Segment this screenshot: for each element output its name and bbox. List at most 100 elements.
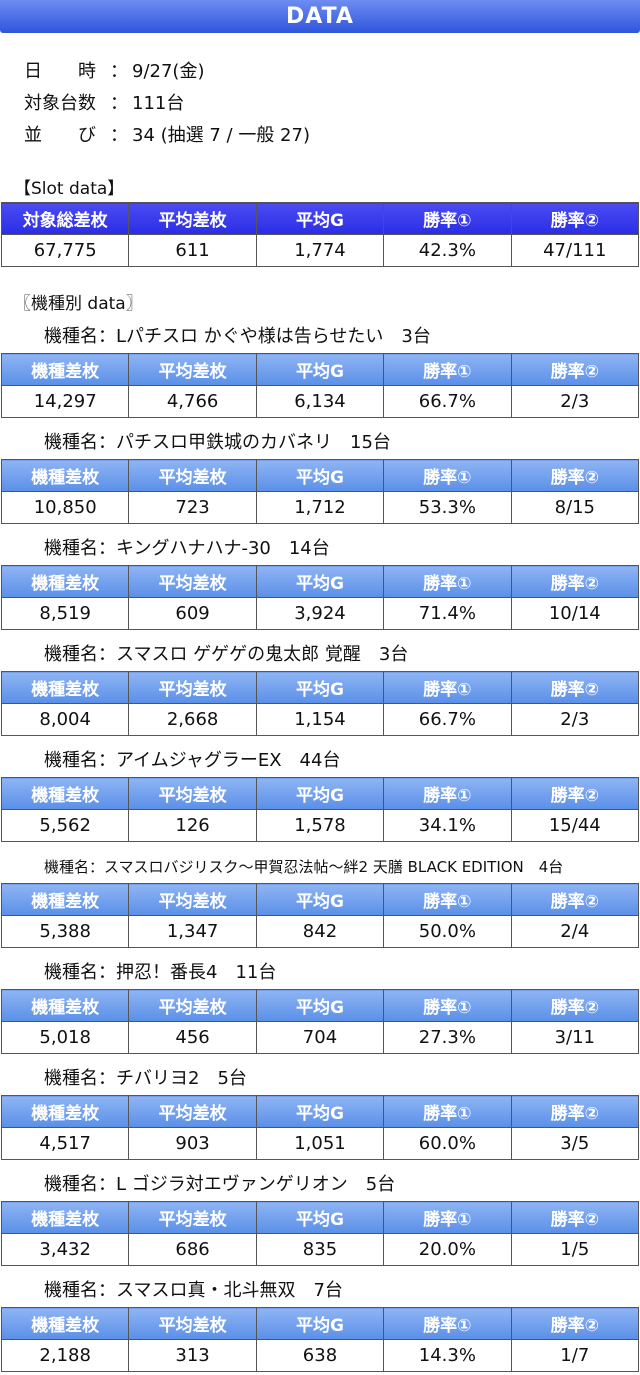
value-cell: 835 — [255, 1233, 385, 1266]
value-cell: 2,188 — [0, 1339, 130, 1372]
header-cell: 機種差枚 — [0, 565, 130, 598]
model-name: 機種名：パチスロ甲鉄城のカバネリ 15台 — [44, 432, 391, 453]
count-colon: ： — [110, 93, 128, 114]
date-colon: ： — [110, 61, 128, 82]
header-cell: 機種差枚 — [0, 1201, 130, 1234]
model-name: 機種名：アイムジャグラーEX 44台 — [44, 750, 341, 771]
value-cell: 2/4 — [510, 915, 640, 948]
value-cell: 1,774 — [255, 234, 385, 267]
header-cell: 平均G — [255, 1307, 385, 1340]
value-cell: 4,517 — [0, 1127, 130, 1160]
count-row: 対象台数 ： 111台 — [24, 89, 184, 115]
header-cell: 勝率① — [383, 565, 512, 598]
header-cell: 勝率① — [383, 989, 512, 1022]
header-cell: 平均G — [255, 202, 385, 235]
header-cell: 勝率② — [510, 1201, 640, 1234]
model-data-table: 機種差枚 平均差枚 平均G 勝率① 勝率② 8,519 609 3,924 71.4% 10/14 — [0, 565, 640, 630]
value-cell: 1,712 — [255, 491, 385, 524]
header-cell: 勝率② — [510, 883, 640, 916]
model-data-table: 機種差枚 平均差枚 平均G 勝率① 勝率② 5,562 126 1,578 34.1% 15/44 — [0, 777, 640, 842]
model-header-row: 機種差枚 平均差枚 平均G 勝率① 勝率② — [0, 671, 640, 704]
count-value: 111台 — [132, 93, 185, 114]
model-section-title: 〖機種別 data〗 — [14, 294, 143, 314]
slot-value-row: 67,775 611 1,774 42.3% 47/111 — [0, 234, 640, 267]
line-colon: ： — [110, 125, 128, 146]
header-cell: 勝率② — [510, 989, 640, 1022]
header-cell: 勝率② — [510, 777, 640, 810]
value-cell: 5,562 — [0, 809, 130, 842]
line-row: 並 び ： 34 (抽選 7 / 一般 27) — [24, 121, 310, 147]
header-cell: 平均G — [255, 777, 385, 810]
value-cell: 1,051 — [255, 1127, 385, 1160]
slot-section-title: 【Slot data】 — [14, 179, 125, 199]
value-cell: 42.3% — [383, 234, 512, 267]
header-cell: 勝率② — [510, 1095, 640, 1128]
value-cell: 1,347 — [128, 915, 257, 948]
model-header-row: 機種差枚 平均差枚 平均G 勝率① 勝率② — [0, 1307, 640, 1340]
header-cell: 勝率① — [383, 777, 512, 810]
value-cell: 638 — [255, 1339, 385, 1372]
model-data-table: 機種差枚 平均差枚 平均G 勝率① 勝率② 5,388 1,347 842 50.0% 2/4 — [0, 883, 640, 948]
header-cell: 機種差枚 — [0, 459, 130, 492]
count-label: 対象台数 — [24, 93, 96, 114]
value-cell: 67,775 — [0, 234, 130, 267]
page-banner: DATA — [0, 0, 640, 33]
value-cell: 126 — [128, 809, 257, 842]
model-name: 機種名：チバリヨ2 5台 — [44, 1068, 247, 1089]
model-data-table: 機種差枚 平均差枚 平均G 勝率① 勝率② 5,018 456 704 27.3% 3/11 — [0, 989, 640, 1054]
model-value-row: 10,850 723 1,712 53.3% 8/15 — [0, 491, 640, 524]
model-name: 機種名：L ゴジラ対エヴァンゲリオン 5台 — [44, 1174, 396, 1195]
model-name: 機種名：スマスロ真・北斗無双 7台 — [44, 1280, 343, 1301]
model-data-table: 機種差枚 平均差枚 平均G 勝率① 勝率② 10,850 723 1,712 53.3% 8/15 — [0, 459, 640, 524]
model-name: 機種名：スマスロバジリスク～甲賀忍法帖～絆2 天膳 BLACK EDITION … — [44, 858, 564, 876]
model-header-row: 機種差枚 平均差枚 平均G 勝率① 勝率② — [0, 353, 640, 386]
header-cell: 平均差枚 — [128, 989, 257, 1022]
value-cell: 1/5 — [510, 1233, 640, 1266]
header-cell: 平均差枚 — [128, 565, 257, 598]
header-cell: 勝率① — [383, 1095, 512, 1128]
model-header-row: 機種差枚 平均差枚 平均G 勝率① 勝率② — [0, 989, 640, 1022]
header-cell: 勝率① — [383, 459, 512, 492]
value-cell: 34.1% — [383, 809, 512, 842]
header-cell: 勝率② — [510, 565, 640, 598]
line-value: 34 (抽選 7 / 一般 27) — [132, 125, 310, 146]
header-cell: 平均G — [255, 459, 385, 492]
header-cell: 機種差枚 — [0, 1095, 130, 1128]
value-cell: 10/14 — [510, 597, 640, 630]
value-cell: 5,018 — [0, 1021, 130, 1054]
value-cell: 3,432 — [0, 1233, 130, 1266]
value-cell: 14,297 — [0, 385, 130, 418]
value-cell: 723 — [128, 491, 257, 524]
value-cell: 20.0% — [383, 1233, 512, 1266]
value-cell: 8/15 — [510, 491, 640, 524]
model-value-row: 14,297 4,766 6,134 66.7% 2/3 — [0, 385, 640, 418]
value-cell: 53.3% — [383, 491, 512, 524]
header-cell: 平均差枚 — [128, 883, 257, 916]
model-header-row: 機種差枚 平均差枚 平均G 勝率① 勝率② — [0, 1201, 640, 1234]
header-cell: 勝率② — [510, 459, 640, 492]
model-data-table: 機種差枚 平均差枚 平均G 勝率① 勝率② 8,004 2,668 1,154 66.7% 2/3 — [0, 671, 640, 736]
value-cell: 50.0% — [383, 915, 512, 948]
value-cell: 313 — [128, 1339, 257, 1372]
header-cell: 勝率① — [383, 671, 512, 704]
model-name: 機種名：キングハナハナ-30 14台 — [44, 538, 330, 559]
value-cell: 71.4% — [383, 597, 512, 630]
header-cell: 機種差枚 — [0, 353, 130, 386]
header-cell: 平均G — [255, 353, 385, 386]
model-value-row: 2,188 313 638 14.3% 1/7 — [0, 1339, 640, 1372]
model-header-row: 機種差枚 平均差枚 平均G 勝率① 勝率② — [0, 1095, 640, 1128]
model-name: 機種名：Lパチスロ かぐや様は告らせたい 3台 — [44, 326, 431, 347]
header-cell: 勝率① — [383, 353, 512, 386]
header-cell: 平均差枚 — [128, 1095, 257, 1128]
header-cell: 勝率② — [510, 353, 640, 386]
model-data-table: 機種差枚 平均差枚 平均G 勝率① 勝率② 2,188 313 638 14.3% 1/7 — [0, 1307, 640, 1372]
value-cell: 611 — [128, 234, 257, 267]
header-cell: 平均差枚 — [128, 353, 257, 386]
value-cell: 5,388 — [0, 915, 130, 948]
date-value: 9/27(金) — [132, 61, 205, 82]
model-value-row: 4,517 903 1,051 60.0% 3/5 — [0, 1127, 640, 1160]
header-cell: 機種差枚 — [0, 989, 130, 1022]
model-data-table: 機種差枚 平均差枚 平均G 勝率① 勝率② 14,297 4,766 6,134 66.7% 2/… — [0, 353, 640, 418]
header-cell: 勝率① — [383, 1307, 512, 1340]
page-title: DATA — [286, 4, 354, 29]
